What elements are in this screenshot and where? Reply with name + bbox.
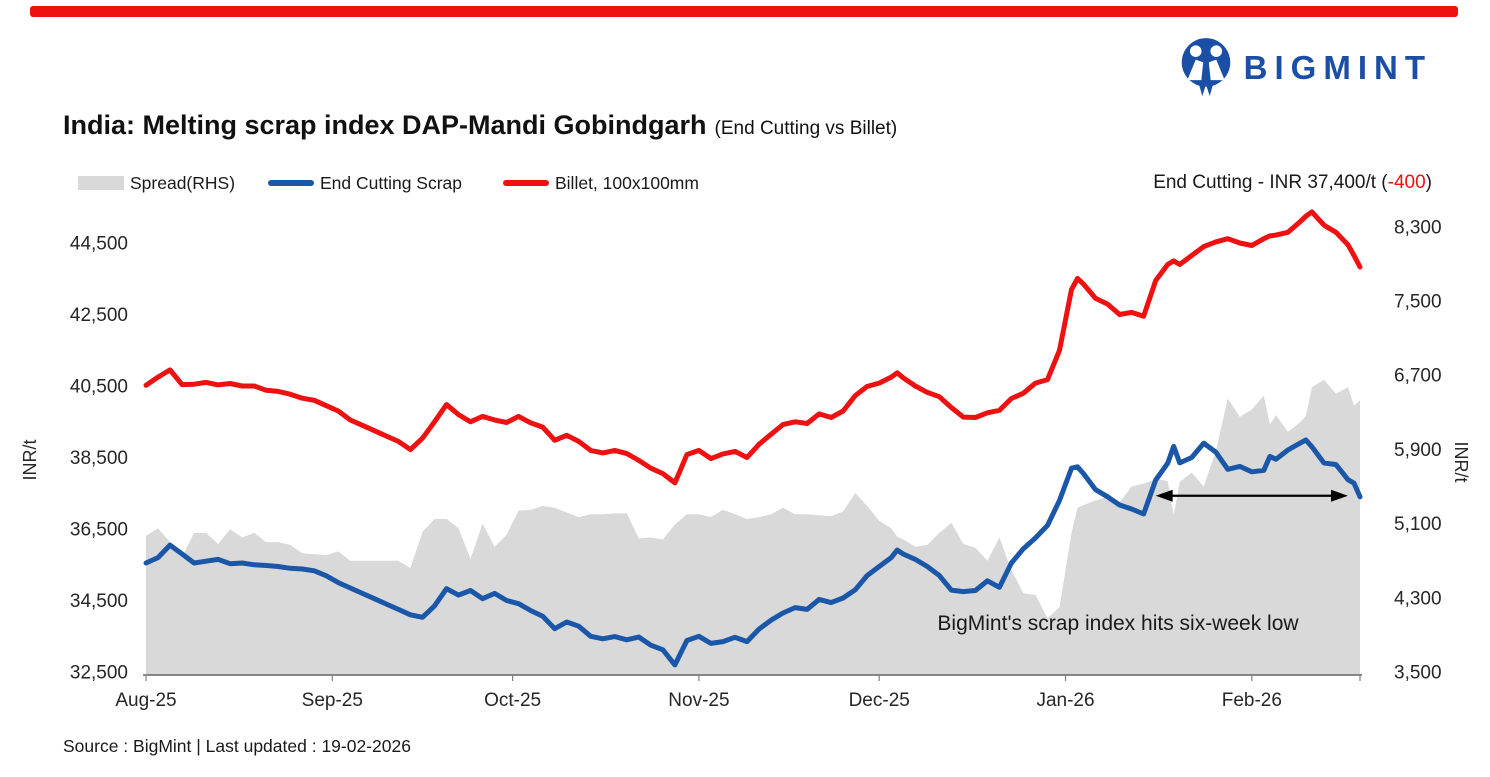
left-axis-tick-label: 40,500 — [70, 377, 128, 398]
legend-label: Billet, 100x100mm — [555, 172, 699, 193]
legend-label: End Cutting Scrap — [320, 172, 463, 193]
right-axis-tick-label: 4,300 — [1394, 588, 1442, 609]
price-note-suffix: ) — [1425, 172, 1432, 193]
right-axis-tick-label: 5,100 — [1394, 514, 1442, 535]
price-change-value: -400 — [1387, 172, 1426, 193]
x-tick-label: Sep-25 — [302, 690, 363, 711]
right-axis-tick-label: 5,900 — [1394, 440, 1442, 461]
legend-line-swatch — [268, 180, 314, 186]
title-row: India: Melting scrap index DAP-Mandi Gob… — [63, 110, 897, 141]
legend-label: Spread(RHS) — [130, 172, 236, 193]
arrow-head-right — [1330, 489, 1348, 502]
legend-line-swatch — [503, 180, 549, 186]
x-tick-label: Oct-25 — [484, 690, 541, 711]
x-tick-label: Aug-25 — [115, 690, 176, 711]
price-note-prefix: End Cutting - INR 37,400/t ( — [1153, 172, 1388, 193]
x-tick-label: Dec-25 — [849, 690, 910, 711]
annotation-six-week-low: BigMint's scrap index hits six-week low — [937, 612, 1299, 635]
scrap-line — [143, 437, 1363, 668]
price-note: End Cutting - INR 37,400/t (-400) — [1153, 172, 1432, 194]
legend-item-spread-rhs-: Spread(RHS) — [78, 170, 235, 196]
right-axis-tick-label: 6,700 — [1394, 366, 1442, 387]
x-tick-label: Nov-25 — [668, 690, 729, 711]
brand-logo: BIGMINT — [1178, 36, 1432, 100]
top-accent-bar — [30, 6, 1458, 17]
legend-item-end-cutting-scrap: End Cutting Scrap — [268, 170, 462, 196]
source-note: Source : BigMint | Last updated : 19-02-… — [63, 736, 411, 756]
x-tick-label: Feb-26 — [1222, 690, 1282, 711]
brand-logo-text: BIGMINT — [1243, 49, 1432, 86]
legend-item-billet-100x100mm: Billet, 100x100mm — [503, 170, 699, 196]
right-axis-title: INR/t — [1451, 441, 1471, 482]
arrow-head-left — [1155, 489, 1173, 502]
brand-people-icon — [1181, 38, 1230, 96]
chart-subtitle: (End Cutting vs Billet) — [714, 118, 898, 139]
spread-area — [146, 379, 1360, 675]
left-axis-tick-label: 38,500 — [70, 448, 128, 469]
chart-title: India: Melting scrap index DAP-Mandi Gob… — [63, 110, 707, 140]
billet-line — [143, 209, 1363, 486]
right-axis-tick-label: 3,500 — [1394, 663, 1442, 684]
left-axis-tick-label: 36,500 — [70, 520, 128, 541]
left-axis-tick-label: 44,500 — [70, 234, 128, 255]
x-tick-label: Jan-26 — [1036, 690, 1094, 711]
left-axis-title: INR/t — [20, 439, 40, 480]
right-axis-tick-label: 7,500 — [1394, 292, 1442, 313]
legend-area-swatch — [78, 176, 124, 190]
right-axis-tick-label: 8,300 — [1394, 217, 1442, 238]
left-axis-tick-label: 42,500 — [70, 305, 128, 326]
left-axis-tick-label: 32,500 — [70, 663, 128, 684]
left-axis-tick-label: 34,500 — [70, 591, 128, 612]
legend: Spread(RHS) End Cutting Scrap Billet, 100x… — [0, 170, 1490, 196]
